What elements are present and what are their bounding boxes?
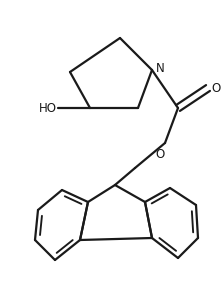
Text: O: O (155, 149, 165, 162)
Text: HO: HO (39, 102, 57, 115)
Text: O: O (211, 82, 221, 95)
Text: N: N (156, 61, 164, 74)
